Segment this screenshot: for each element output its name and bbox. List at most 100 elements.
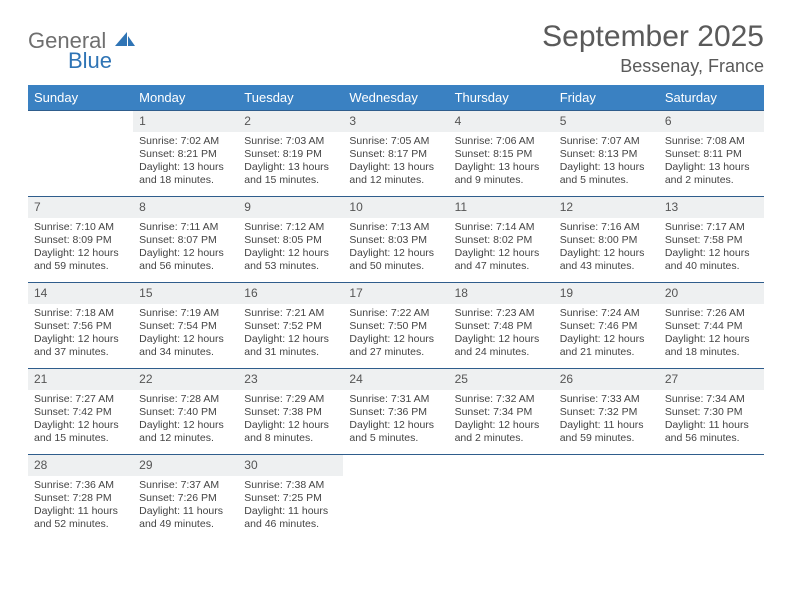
day-line: Sunrise: 7:22 AM: [349, 307, 442, 320]
brand-logo: General Blue: [28, 20, 137, 74]
day-line: Sunset: 7:50 PM: [349, 320, 442, 333]
day-details: Sunrise: 7:05 AMSunset: 8:17 PMDaylight:…: [343, 132, 448, 194]
day-number: 7: [28, 196, 133, 218]
calendar-week: 28Sunrise: 7:36 AMSunset: 7:28 PMDayligh…: [28, 454, 764, 540]
day-number: 15: [133, 282, 238, 304]
day-line: Sunrise: 7:14 AM: [455, 221, 548, 234]
empty-day: [554, 454, 659, 476]
calendar-cell: 13Sunrise: 7:17 AMSunset: 7:58 PMDayligh…: [659, 196, 764, 282]
day-line: Sunset: 8:07 PM: [139, 234, 232, 247]
calendar-cell: 18Sunrise: 7:23 AMSunset: 7:48 PMDayligh…: [449, 282, 554, 368]
day-line: Daylight: 11 hours: [560, 419, 653, 432]
day-details: Sunrise: 7:17 AMSunset: 7:58 PMDaylight:…: [659, 218, 764, 280]
day-line: Sunrise: 7:11 AM: [139, 221, 232, 234]
day-line: Sunset: 7:56 PM: [34, 320, 127, 333]
day-details: Sunrise: 7:23 AMSunset: 7:48 PMDaylight:…: [449, 304, 554, 366]
day-line: and 56 minutes.: [139, 260, 232, 273]
day-line: and 47 minutes.: [455, 260, 548, 273]
calendar-cell: 17Sunrise: 7:22 AMSunset: 7:50 PMDayligh…: [343, 282, 448, 368]
day-details: Sunrise: 7:37 AMSunset: 7:26 PMDaylight:…: [133, 476, 238, 538]
day-number: 19: [554, 282, 659, 304]
day-details: Sunrise: 7:38 AMSunset: 7:25 PMDaylight:…: [238, 476, 343, 538]
day-line: Daylight: 12 hours: [665, 333, 758, 346]
day-number: 30: [238, 454, 343, 476]
day-number: 8: [133, 196, 238, 218]
empty-day: [343, 454, 448, 476]
day-line: Sunset: 8:13 PM: [560, 148, 653, 161]
day-details: Sunrise: 7:02 AMSunset: 8:21 PMDaylight:…: [133, 132, 238, 194]
calendar-cell: 3Sunrise: 7:05 AMSunset: 8:17 PMDaylight…: [343, 110, 448, 196]
day-line: Sunset: 7:44 PM: [665, 320, 758, 333]
day-line: Sunset: 7:40 PM: [139, 406, 232, 419]
calendar-cell: 26Sunrise: 7:33 AMSunset: 7:32 PMDayligh…: [554, 368, 659, 454]
calendar-cell: 24Sunrise: 7:31 AMSunset: 7:36 PMDayligh…: [343, 368, 448, 454]
day-line: Daylight: 12 hours: [244, 333, 337, 346]
calendar-cell: 1Sunrise: 7:02 AMSunset: 8:21 PMDaylight…: [133, 110, 238, 196]
day-line: Sunset: 7:36 PM: [349, 406, 442, 419]
weekday-header: Saturday: [659, 85, 764, 110]
day-line: Daylight: 12 hours: [560, 247, 653, 260]
day-line: Sunset: 8:09 PM: [34, 234, 127, 247]
day-line: Sunset: 7:25 PM: [244, 492, 337, 505]
day-number: 13: [659, 196, 764, 218]
calendar-cell: 4Sunrise: 7:06 AMSunset: 8:15 PMDaylight…: [449, 110, 554, 196]
day-line: Sunrise: 7:24 AM: [560, 307, 653, 320]
day-line: Sunrise: 7:07 AM: [560, 135, 653, 148]
day-line: and 18 minutes.: [139, 174, 232, 187]
day-line: and 5 minutes.: [349, 432, 442, 445]
day-line: Sunset: 7:32 PM: [560, 406, 653, 419]
day-line: and 56 minutes.: [665, 432, 758, 445]
day-line: and 50 minutes.: [349, 260, 442, 273]
calendar-cell: [28, 110, 133, 196]
calendar-cell: 6Sunrise: 7:08 AMSunset: 8:11 PMDaylight…: [659, 110, 764, 196]
day-number: 23: [238, 368, 343, 390]
day-line: and 49 minutes.: [139, 518, 232, 531]
day-number: 4: [449, 110, 554, 132]
day-line: Sunset: 8:03 PM: [349, 234, 442, 247]
day-number: 3: [343, 110, 448, 132]
day-details: Sunrise: 7:06 AMSunset: 8:15 PMDaylight:…: [449, 132, 554, 194]
calendar-cell: [554, 454, 659, 540]
calendar-cell: 29Sunrise: 7:37 AMSunset: 7:26 PMDayligh…: [133, 454, 238, 540]
day-line: and 12 minutes.: [349, 174, 442, 187]
weekday-header: Friday: [554, 85, 659, 110]
day-details: Sunrise: 7:18 AMSunset: 7:56 PMDaylight:…: [28, 304, 133, 366]
day-line: Daylight: 12 hours: [349, 247, 442, 260]
day-number: 10: [343, 196, 448, 218]
day-line: and 43 minutes.: [560, 260, 653, 273]
weekday-header: Monday: [133, 85, 238, 110]
day-line: Sunrise: 7:34 AM: [665, 393, 758, 406]
day-line: Daylight: 11 hours: [665, 419, 758, 432]
calendar-cell: 28Sunrise: 7:36 AMSunset: 7:28 PMDayligh…: [28, 454, 133, 540]
day-line: Sunset: 7:48 PM: [455, 320, 548, 333]
day-line: Sunset: 8:19 PM: [244, 148, 337, 161]
day-details: Sunrise: 7:29 AMSunset: 7:38 PMDaylight:…: [238, 390, 343, 452]
day-line: and 8 minutes.: [244, 432, 337, 445]
day-line: Daylight: 13 hours: [244, 161, 337, 174]
day-line: Sunset: 7:42 PM: [34, 406, 127, 419]
day-line: and 15 minutes.: [244, 174, 337, 187]
day-details: Sunrise: 7:12 AMSunset: 8:05 PMDaylight:…: [238, 218, 343, 280]
calendar-cell: 23Sunrise: 7:29 AMSunset: 7:38 PMDayligh…: [238, 368, 343, 454]
day-line: and 46 minutes.: [244, 518, 337, 531]
day-line: Daylight: 12 hours: [349, 419, 442, 432]
day-line: and 59 minutes.: [560, 432, 653, 445]
day-line: Sunset: 8:11 PM: [665, 148, 758, 161]
day-line: Sunset: 7:52 PM: [244, 320, 337, 333]
day-line: Sunrise: 7:03 AM: [244, 135, 337, 148]
day-line: Daylight: 11 hours: [34, 505, 127, 518]
day-line: Sunset: 7:58 PM: [665, 234, 758, 247]
calendar-cell: 10Sunrise: 7:13 AMSunset: 8:03 PMDayligh…: [343, 196, 448, 282]
day-line: and 53 minutes.: [244, 260, 337, 273]
day-number: 20: [659, 282, 764, 304]
day-details: Sunrise: 7:13 AMSunset: 8:03 PMDaylight:…: [343, 218, 448, 280]
day-number: 6: [659, 110, 764, 132]
calendar-cell: 2Sunrise: 7:03 AMSunset: 8:19 PMDaylight…: [238, 110, 343, 196]
day-line: Daylight: 12 hours: [34, 247, 127, 260]
day-line: and 24 minutes.: [455, 346, 548, 359]
day-line: Sunset: 8:02 PM: [455, 234, 548, 247]
day-details: Sunrise: 7:32 AMSunset: 7:34 PMDaylight:…: [449, 390, 554, 452]
day-line: Sunset: 7:54 PM: [139, 320, 232, 333]
day-details: Sunrise: 7:22 AMSunset: 7:50 PMDaylight:…: [343, 304, 448, 366]
day-line: Sunset: 8:05 PM: [244, 234, 337, 247]
